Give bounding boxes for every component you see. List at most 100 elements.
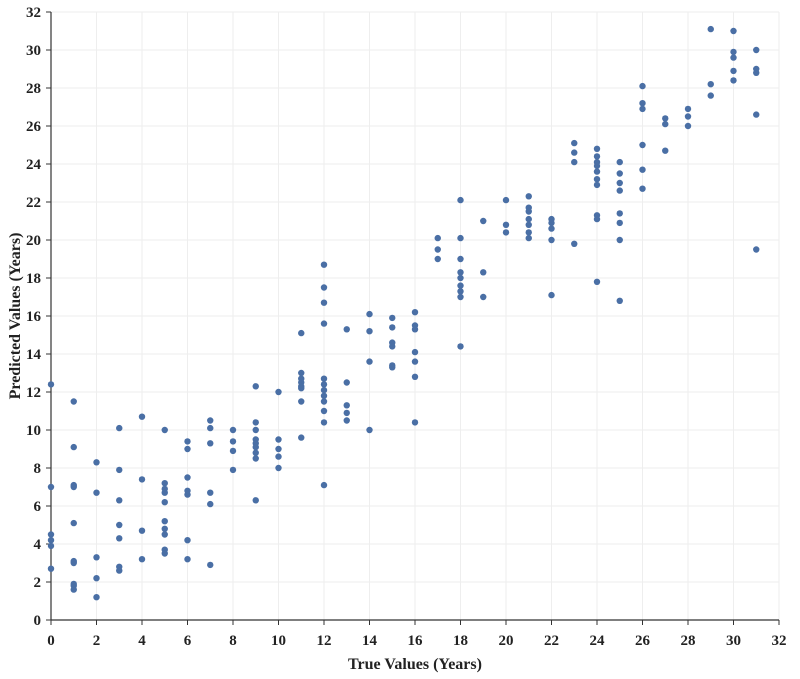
x-tick-label: 10: [271, 633, 286, 649]
data-point: [138, 413, 146, 420]
x-tick-label: 20: [499, 633, 514, 649]
data-point: [320, 419, 328, 426]
y-tick-label: 32: [26, 5, 41, 21]
data-point: [93, 594, 100, 601]
data-point: [298, 385, 305, 392]
data-point: [707, 81, 714, 88]
data-point: [275, 388, 282, 396]
data-point: [70, 483, 77, 491]
x-tick-label: 12: [317, 633, 332, 649]
data-point: [502, 196, 510, 204]
data-point: [480, 293, 487, 301]
data-point: [298, 369, 305, 377]
data-point: [47, 565, 55, 572]
data-point: [298, 434, 305, 441]
data-point: [70, 443, 77, 451]
data-point: [616, 179, 623, 187]
data-point: [298, 398, 305, 405]
data-point: [639, 185, 646, 192]
y-tick-label: 26: [26, 119, 42, 135]
data-point: [730, 54, 737, 61]
x-axis-ticks: 0 2 4 6 8 10 12 14 16 18 20 22 24 26 28 30 32: [47, 620, 787, 649]
data-point: [275, 445, 282, 453]
data-point: [47, 542, 55, 550]
x-tick-label: 0: [47, 633, 55, 649]
y-tick-label: 4: [34, 537, 42, 553]
data-point: [366, 358, 373, 365]
data-point: [411, 419, 419, 426]
data-point: [707, 25, 714, 33]
data-point: [389, 343, 396, 350]
y-tick-label: 8: [34, 461, 42, 477]
data-point: [275, 453, 282, 460]
data-point: [320, 284, 328, 291]
data-point: [525, 229, 532, 236]
data-point: [480, 269, 487, 276]
data-point: [548, 236, 555, 244]
data-point: [229, 447, 237, 455]
y-tick-label: 20: [26, 233, 41, 249]
x-tick-label: 18: [453, 633, 468, 649]
data-point: [184, 474, 191, 481]
data-point: [548, 219, 555, 227]
data-point: [161, 531, 168, 538]
data-point: [275, 464, 282, 472]
data-point: [161, 550, 168, 557]
data-point: [343, 379, 350, 386]
data-point: [662, 120, 669, 128]
data-point: [320, 375, 328, 382]
data-point: [571, 158, 578, 166]
data-point: [457, 282, 464, 289]
data-point: [93, 489, 100, 496]
data-point: [320, 481, 328, 489]
data-point: [343, 402, 350, 409]
data-point: [639, 141, 646, 149]
data-point: [366, 310, 373, 318]
data-point: [730, 48, 737, 56]
data-point: [70, 559, 77, 567]
x-tick-label: 2: [93, 633, 101, 649]
y-tick-label: 22: [26, 195, 41, 211]
data-point: [525, 208, 532, 215]
data-point: [730, 77, 737, 84]
data-point: [229, 466, 237, 474]
data-point: [93, 575, 100, 582]
data-point: [138, 476, 146, 483]
data-point: [320, 398, 328, 405]
data-point: [161, 426, 168, 434]
data-point: [616, 170, 623, 177]
data-point: [662, 115, 669, 122]
data-point: [207, 417, 214, 424]
data-point: [252, 455, 259, 462]
data-point: [730, 27, 737, 35]
data-point: [707, 92, 714, 99]
data-point: [616, 236, 623, 244]
data-point: [161, 480, 168, 487]
data-point: [116, 521, 123, 529]
data-point: [639, 105, 646, 113]
data-point: [252, 497, 259, 504]
data-point: [366, 328, 373, 335]
data-point: [434, 234, 441, 242]
x-tick-label: 22: [544, 633, 559, 649]
data-point: [275, 436, 282, 443]
data-point: [389, 324, 396, 331]
data-point: [47, 381, 55, 388]
y-tick-label: 30: [26, 43, 41, 59]
data-point: [116, 466, 123, 474]
data-point: [252, 443, 259, 451]
y-tick-label: 14: [26, 347, 42, 363]
data-point: [639, 100, 646, 107]
data-point: [684, 122, 692, 130]
data-point: [47, 537, 55, 544]
data-point: [252, 419, 259, 426]
data-point: [320, 386, 328, 394]
data-point: [389, 364, 396, 371]
data-point: [457, 255, 464, 263]
data-point: [457, 269, 464, 276]
data-point: [161, 489, 168, 496]
x-tick-label: 4: [138, 633, 146, 649]
data-point: [161, 518, 168, 525]
y-tick-label: 16: [26, 309, 42, 325]
